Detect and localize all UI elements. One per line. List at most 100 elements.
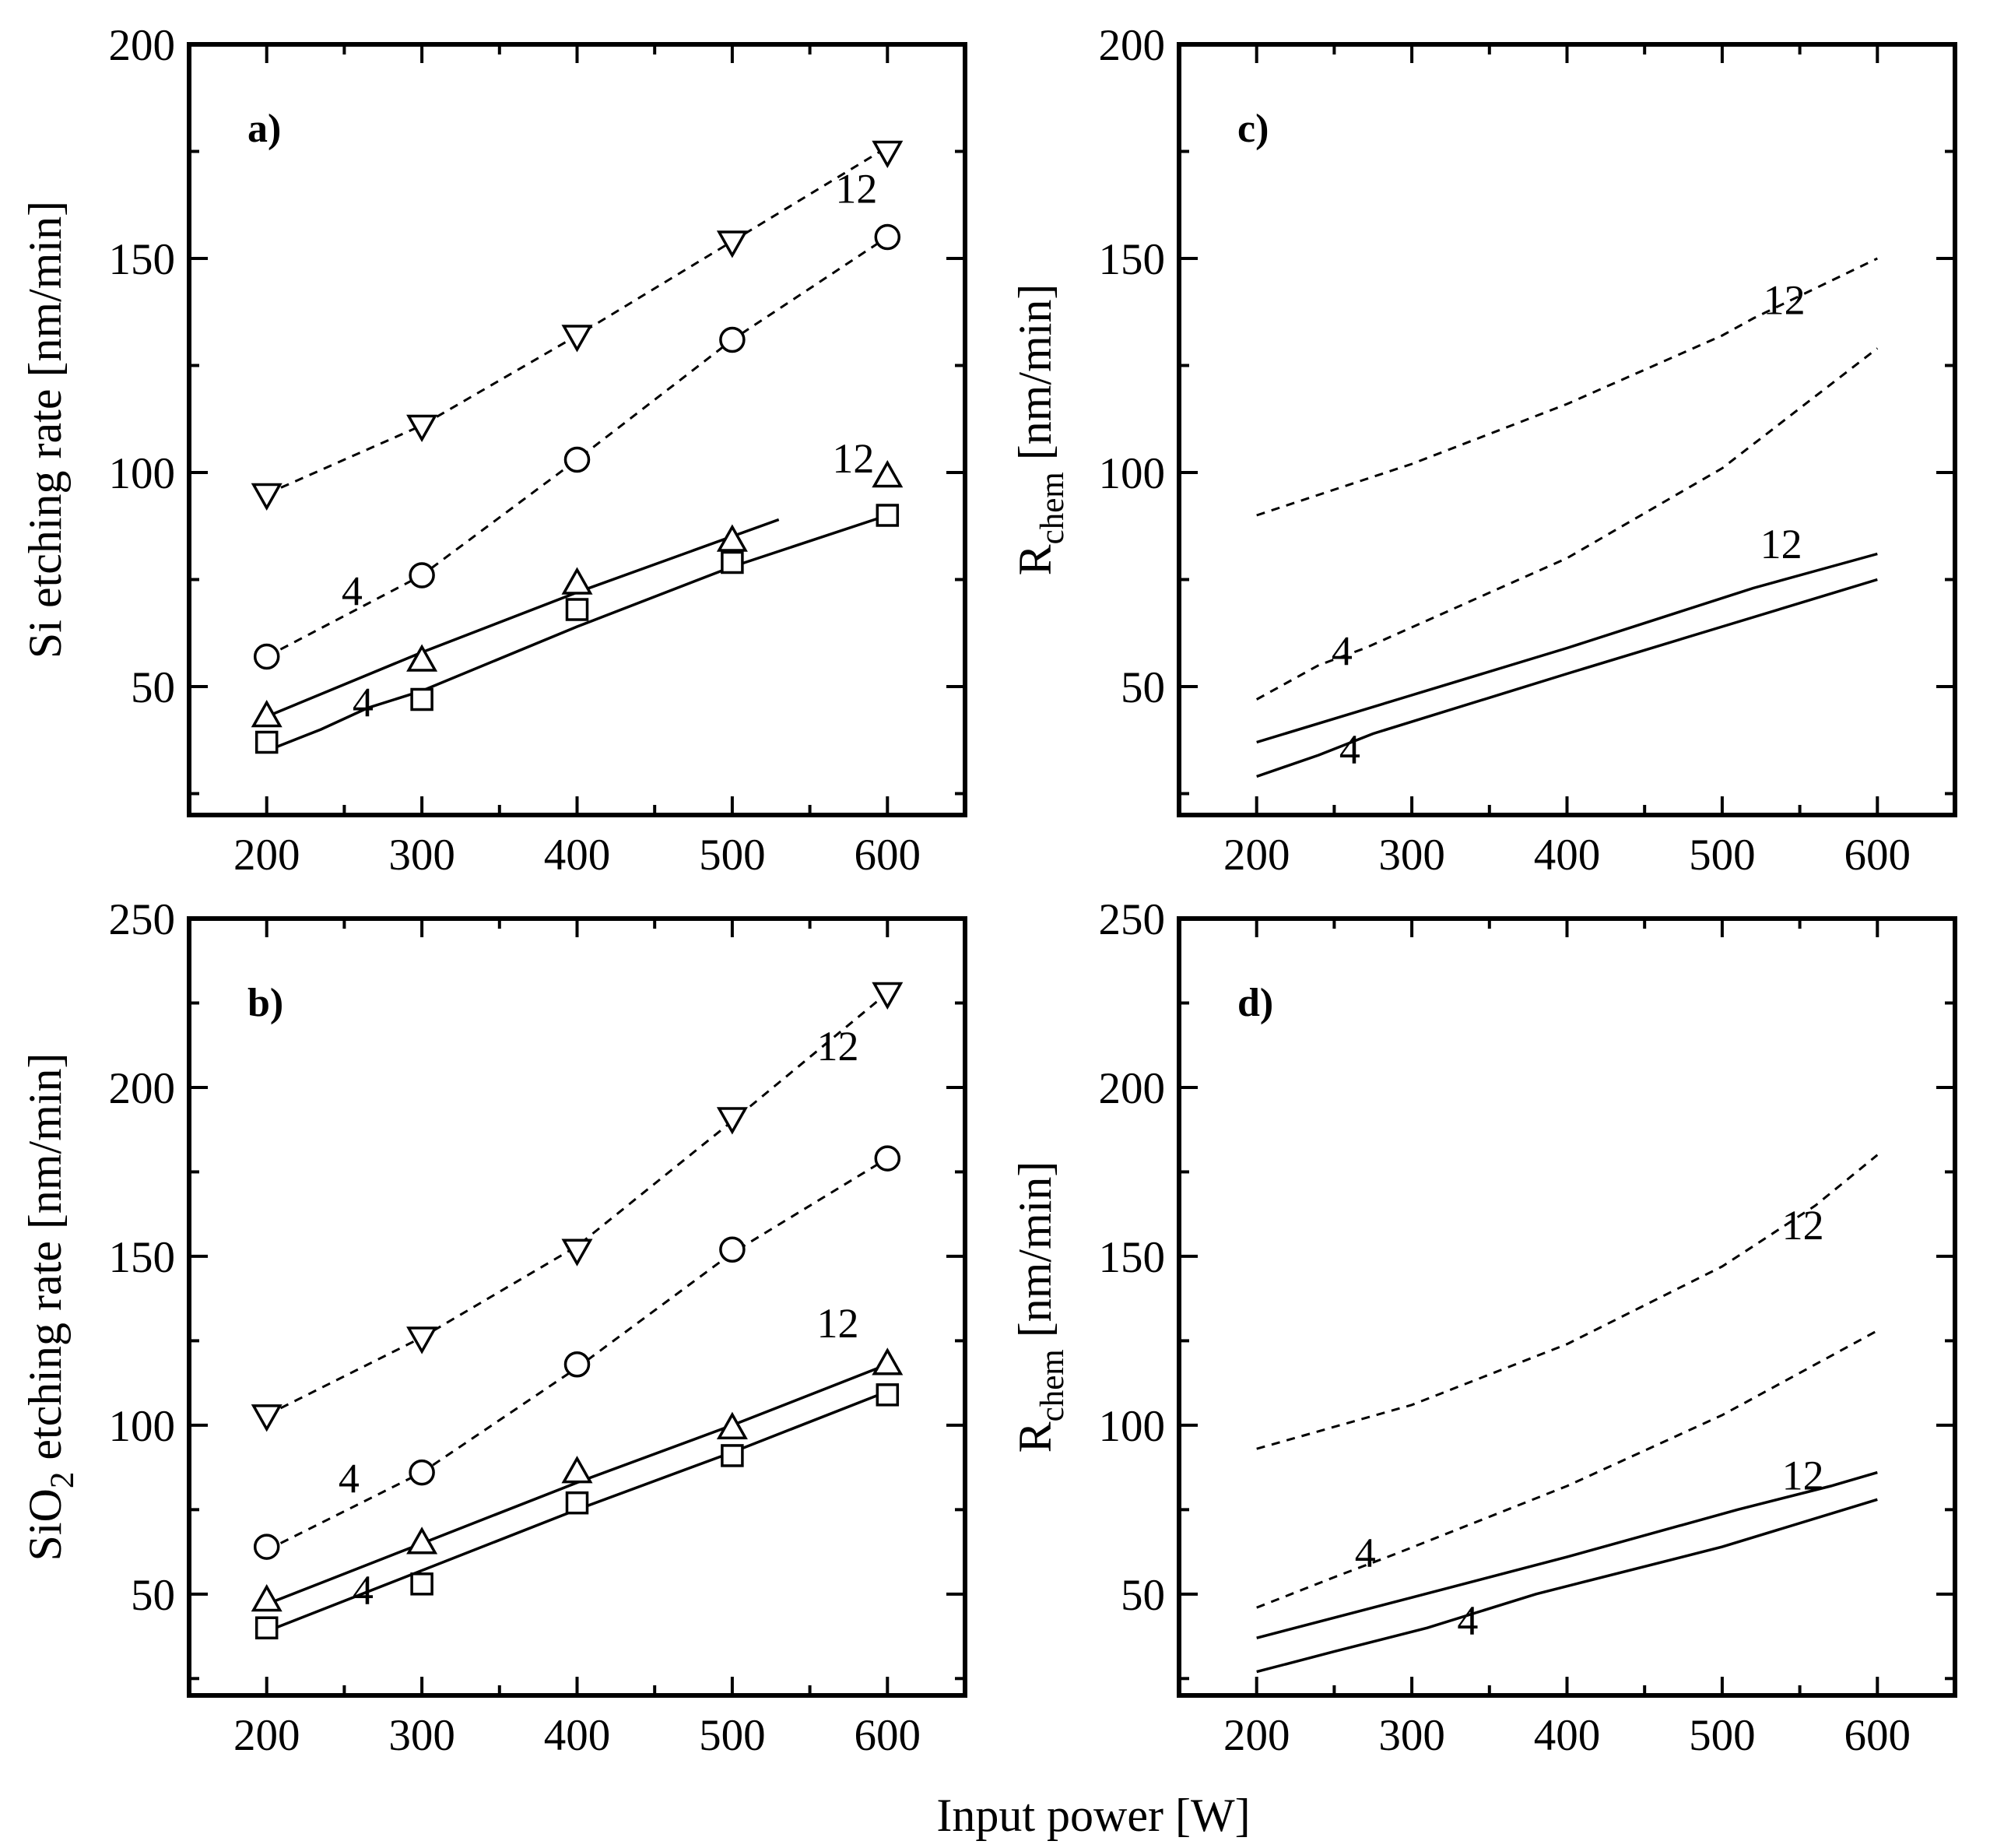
marker-tri-down (251, 483, 283, 511)
y-tick-label: 50 (131, 663, 175, 712)
x-tick-label: 400 (544, 831, 611, 880)
marker-tri-down (872, 140, 904, 169)
x-tick-label: 400 (1534, 1711, 1601, 1760)
y-tick-label: 50 (1121, 1571, 1165, 1620)
y-axis-title: Rchem [nm/min] (1009, 1161, 1071, 1453)
y-tick-label: 100 (1099, 449, 1166, 498)
y-tick-label: 200 (109, 1064, 176, 1113)
marker-square (721, 1444, 744, 1467)
panel-label: b) (247, 981, 283, 1025)
curve-annotation: 4 (1339, 726, 1360, 773)
x-tick-label: 500 (1689, 1711, 1756, 1760)
marker-square (254, 1616, 279, 1639)
plot-frame (1177, 916, 1957, 1698)
x-tick-label: 500 (699, 1711, 766, 1760)
panel-label: d) (1237, 981, 1273, 1025)
y-axis-title-subscript: 2 (44, 1472, 81, 1489)
marker-square (565, 1491, 589, 1515)
y-axis-title: Si etching rate [nm/min] (19, 201, 71, 659)
curve-annotation: 12 (832, 435, 874, 482)
y-axis-title: SiO2 etching rate [nm/min] (19, 1052, 81, 1561)
curve-circle (266, 236, 889, 658)
marker-tri-up (872, 1347, 904, 1375)
y-tick-label: 150 (109, 235, 176, 284)
y-tick-label: 200 (1099, 21, 1166, 70)
marker-circle (253, 1534, 280, 1560)
x-tick-label: 600 (855, 831, 921, 880)
x-tick-label: 400 (1534, 831, 1601, 880)
curve-annotation: 4 (342, 568, 363, 615)
marker-tri-down (406, 1326, 438, 1354)
y-axis-title-main: R (1009, 1421, 1061, 1453)
y-tick-label: 100 (109, 449, 176, 498)
curve-solid-4 (1256, 1498, 1878, 1674)
marker-circle (719, 1236, 746, 1263)
x-tick-label: 300 (1378, 831, 1445, 880)
y-axis-title-rest: [nm/min] (1009, 284, 1061, 473)
curve-solid-12 (1256, 1470, 1878, 1639)
common-x-axis-title: Input power [W] (936, 1790, 1250, 1841)
curve-solid-4 (1256, 578, 1878, 778)
y-tick-label: 50 (131, 1571, 175, 1620)
marker-tri-up (561, 567, 593, 595)
curve-annotation: 12 (835, 166, 877, 213)
y-tick-label: 150 (1099, 1233, 1166, 1282)
curve-annotation: 4 (1355, 1530, 1376, 1576)
y-axis-title-rest: etching rate [nm/min] (19, 1052, 71, 1471)
marker-tri-down (561, 1238, 593, 1267)
y-tick-label: 200 (109, 21, 176, 70)
marker-tri-down (716, 1107, 748, 1135)
marker-tri-up (251, 1583, 283, 1612)
marker-circle (874, 223, 901, 251)
marker-tri-down (561, 325, 593, 353)
marker-circle (409, 1459, 435, 1486)
panel-a: 200 300 400 500 600 50 100 150 200 Si etching rat… (19, 21, 967, 880)
panel-c: 200 300 400 500 600 50 100 150 200 Rchem [nm/min]… (1009, 21, 1957, 880)
y-axis-title-main: R (1009, 544, 1061, 575)
marker-circle (409, 562, 435, 588)
panel-label: c) (1237, 107, 1269, 151)
marker-tri-down (251, 1404, 283, 1432)
y-axis-title-main: SiO (19, 1488, 71, 1561)
marker-tri-up (872, 459, 904, 488)
marker-square (410, 687, 433, 711)
curve-annotation: 4 (1332, 628, 1353, 675)
marker-square (876, 504, 900, 527)
y-tick-label: 100 (109, 1402, 176, 1451)
x-tick-label: 200 (1223, 1711, 1290, 1760)
x-tick-label: 300 (388, 1711, 455, 1760)
marker-tri-down (716, 230, 748, 258)
y-axis-title-subscript: chem (1034, 1349, 1071, 1421)
panel-b: 200 300 400 500 600 50 100 150 200 250 SiO2 etchin… (19, 895, 967, 1760)
curve-dashed-12 (1256, 1154, 1879, 1450)
curve-down-triangle (266, 146, 889, 495)
y-tick-label: 100 (1099, 1402, 1166, 1451)
panel-d: 200 300 400 500 600 50 100 150 200 250 Rchem [nm/m… (1009, 895, 1957, 1760)
curve-annotation: 4 (353, 1567, 374, 1614)
plot-frame (1177, 42, 1957, 817)
marker-circle (874, 1145, 901, 1172)
y-tick-label: 250 (1099, 895, 1166, 944)
curve-annotation: 12 (1782, 1452, 1824, 1498)
y-tick-label: 150 (109, 1233, 176, 1282)
x-tick-label: 600 (1844, 831, 1911, 880)
curve-dashed-12 (1256, 257, 1878, 517)
curve-annotation: 4 (339, 1456, 360, 1502)
x-tick-label: 200 (233, 1711, 300, 1760)
marker-tri-up (716, 1411, 748, 1439)
marker-circle (719, 326, 746, 353)
x-tick-label: 600 (1844, 1711, 1911, 1760)
x-tick-label: 300 (1378, 1711, 1445, 1760)
x-tick-label: 300 (388, 831, 455, 880)
x-tick-label: 500 (1689, 831, 1756, 880)
x-tick-label: 600 (855, 1711, 921, 1760)
curve-annotation: 12 (1764, 277, 1806, 324)
x-tick-label: 500 (699, 831, 766, 880)
curve-annotation: 12 (816, 1023, 858, 1070)
marker-square (254, 730, 279, 754)
marker-tri-up (561, 1456, 593, 1484)
curve-annotation: 12 (1782, 1202, 1824, 1249)
marker-tri-down (872, 982, 904, 1010)
curve-up-triangle (266, 518, 780, 718)
